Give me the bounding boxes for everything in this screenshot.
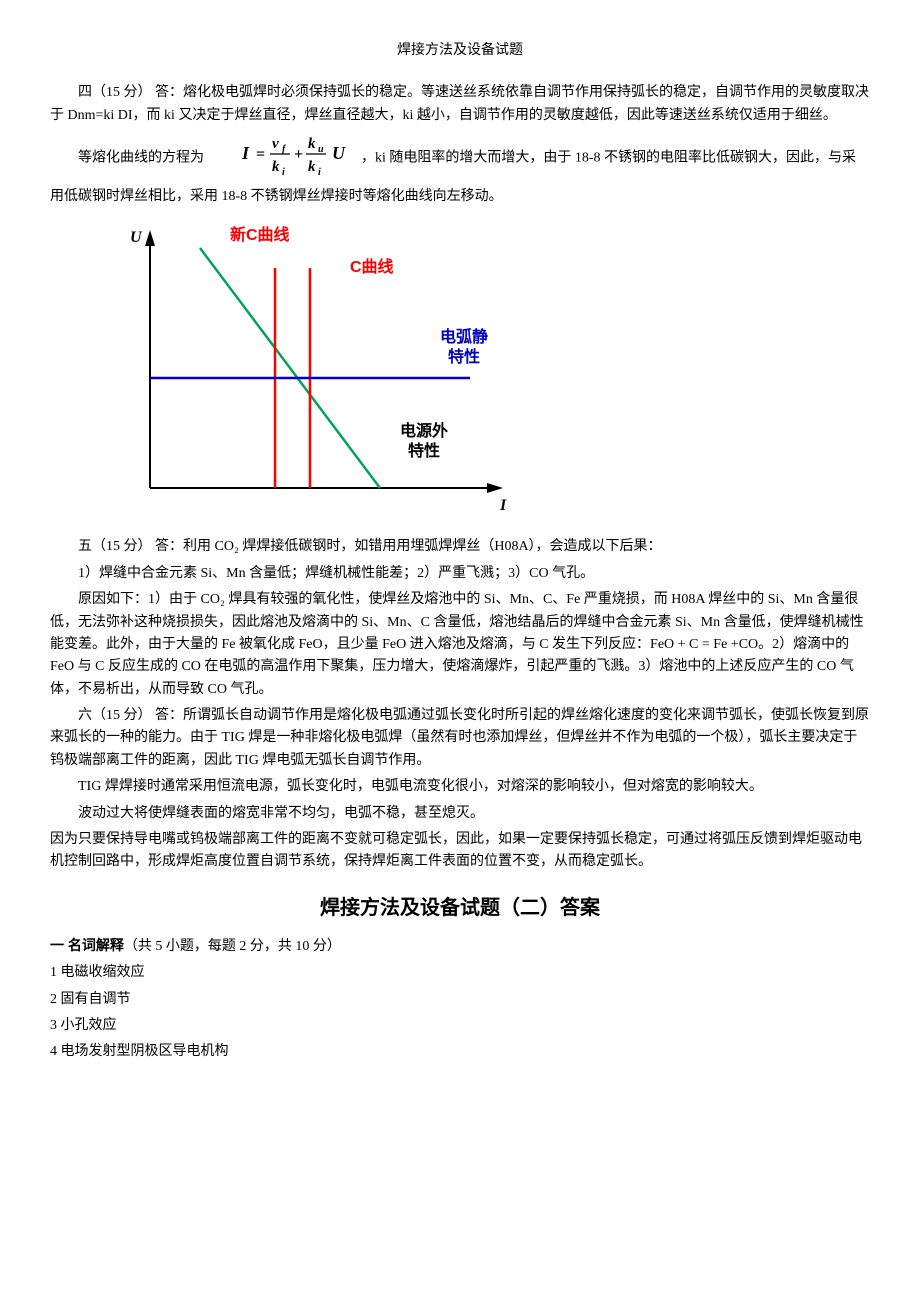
formula: I = ν f k i + k u k i U	[214, 131, 352, 185]
svg-text:I: I	[499, 497, 507, 514]
list-item: 4 电场发射型阴极区导电机构	[50, 1041, 870, 1063]
formula-eq: =	[256, 146, 265, 163]
formula-t2n: k	[308, 136, 316, 152]
q6-p4: 因为只要保持导电嘴或钨极端部离工件的距离不变就可稳定弧长，因此，如果一定要保持弧…	[50, 829, 870, 874]
q6-p1: 六（15 分） 答：所谓弧长自动调节作用是熔化极电弧通过弧长变化时所引起的焊丝熔…	[50, 705, 870, 772]
formula-t1n: ν	[272, 136, 279, 152]
svg-text:电弧静: 电弧静	[440, 327, 488, 346]
q5-p1: 五（15 分） 答：利用 CO₂ 焊焊接低碳钢时，如错用用埋弧焊焊丝（H08A）…	[50, 536, 870, 558]
svg-text:电源外: 电源外	[400, 421, 448, 440]
svg-text:U: U	[130, 229, 143, 246]
q6-p3: 波动过大将使焊缝表面的熔宽非常不均匀，电弧不稳，甚至熄灭。	[50, 803, 870, 825]
list-item: 3 小孔效应	[50, 1015, 870, 1037]
formula-t2d-sub: i	[318, 167, 321, 177]
svg-text:新C曲线: 新C曲线	[230, 225, 290, 244]
formula-t1d: k	[272, 159, 280, 175]
section2-sub: 一 名词解释（共 5 小题，每题 2 分，共 10 分）	[50, 934, 870, 958]
svg-text:特性: 特性	[448, 347, 480, 366]
list-item: 2 固有自调节	[50, 989, 870, 1011]
section2-sub-note: （共 5 小题，每题 2 分，共 10 分）	[124, 939, 341, 954]
formula-plus: +	[294, 146, 303, 163]
q4-p1: 四（15 分） 答：熔化极电弧焊时必须保持弧长的稳定。等速送丝系统依靠自调节作用…	[50, 82, 870, 127]
list-item: 1 电磁收缩效应	[50, 962, 870, 984]
formula-U: U	[332, 143, 346, 163]
q5-p3: 原因如下：1）由于 CO₂ 焊具有较强的氧化性，使焊丝及熔池中的 Si、Mn、C…	[50, 589, 870, 701]
q5-p2: 1）焊缝中合金元素 Si、Mn 含量低；焊缝机械性能差；2）严重飞溅；3）CO …	[50, 563, 870, 585]
section2-title: 焊接方法及设备试题（二）答案	[50, 892, 870, 924]
formula-t1d-sub: i	[282, 167, 285, 177]
q4-p2-pre: 等熔化曲线的方程为	[78, 151, 204, 166]
formula-t2d: k	[308, 159, 316, 175]
q4-p2: 等熔化曲线的方程为 I = ν f k i + k u k i U ，ki 随电…	[50, 131, 870, 208]
svg-text:特性: 特性	[408, 441, 440, 460]
q6-p2: TIG 焊焊接时通常采用恒流电源，弧长变化时，电弧电流变化很小，对熔深的影响较小…	[50, 776, 870, 798]
chart: UI新C曲线C曲线电弧静特性电源外特性	[100, 218, 870, 526]
formula-I: I	[242, 143, 250, 163]
section2-sub-label: 一 名词解释	[50, 937, 124, 953]
svg-text:C曲线: C曲线	[350, 257, 394, 276]
page-header: 焊接方法及设备试题	[50, 40, 870, 62]
